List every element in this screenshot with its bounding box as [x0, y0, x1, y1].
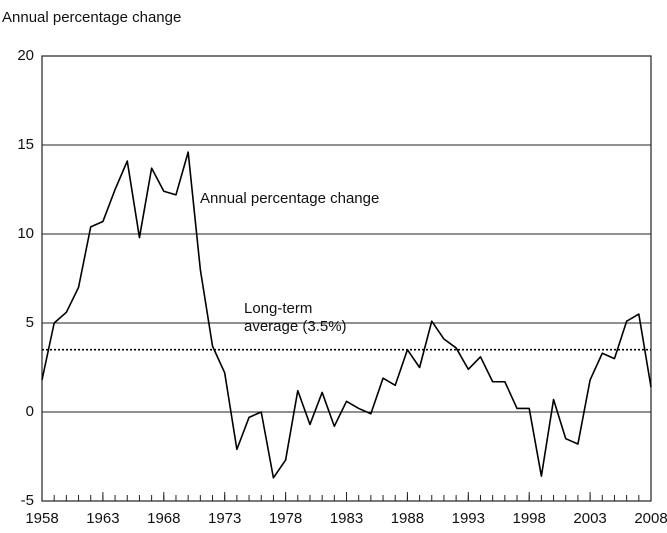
y-tick-label: 0 [26, 403, 34, 420]
x-tick-label: 1958 [25, 510, 58, 527]
reference-label: average (3.5%) [244, 318, 347, 335]
x-tick-label: 2008 [634, 510, 667, 527]
x-tick-label: 1993 [452, 510, 485, 527]
x-tick-label: 1973 [208, 510, 241, 527]
y-tick-label: 5 [26, 314, 34, 331]
reference-label: Long-term [244, 300, 312, 317]
plot-frame [41, 55, 652, 502]
y-tick-label: 20 [17, 47, 34, 64]
x-tick-label: 1983 [330, 510, 363, 527]
x-tick-label: 1988 [391, 510, 424, 527]
x-tick-label: 1963 [86, 510, 119, 527]
x-tick-label: 2003 [573, 510, 606, 527]
y-tick-label: -5 [21, 492, 34, 509]
y-tick-label: 10 [17, 225, 34, 242]
line-series [41, 151, 652, 479]
x-tick-label: 1978 [269, 510, 302, 527]
y-tick-label: 15 [17, 136, 34, 153]
y-axis-label: Annual percentage change [2, 9, 181, 26]
x-tick-label: 1998 [513, 510, 546, 527]
series-label: Annual percentage change [200, 190, 379, 207]
x-tick-label: 1968 [147, 510, 180, 527]
